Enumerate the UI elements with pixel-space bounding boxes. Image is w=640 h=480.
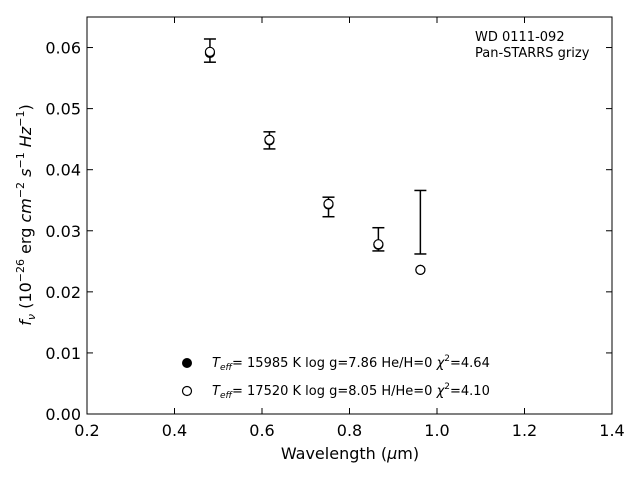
- y-tick-label-4: 0.04: [45, 161, 81, 180]
- data-point-series-2-1: [264, 134, 275, 145]
- y-tick-label-1: 0.01: [45, 344, 81, 363]
- x-tick-label-5: 1.2: [512, 421, 537, 440]
- plot-frame: [86, 16, 613, 415]
- y-axis-label: fν (10−26 erg cm−2 s−1 Hz−1): [14, 104, 38, 325]
- data-point-series-2-0: [204, 46, 216, 57]
- y-tick-label-3: 0.03: [45, 222, 81, 241]
- legend-marker-open: [181, 385, 193, 397]
- data-point-series-2-4: [415, 264, 426, 275]
- data-point-series-2-3: [373, 239, 384, 250]
- legend: Teff= 15985 K log g=7.86 He/H=0 χ2=4.64 …: [181, 354, 490, 401]
- data-point-series-2-2: [323, 198, 334, 209]
- y-tick-label-2: 0.02: [45, 283, 81, 302]
- x-tick-label-2: 0.6: [249, 421, 274, 440]
- y-tick-label-0: 0.00: [45, 405, 81, 424]
- x-axis-label: Wavelength (μm): [281, 444, 419, 463]
- annotation-survey: Pan-STARRS grizy: [475, 46, 590, 61]
- annotation-star-name: WD 0111-092: [475, 30, 565, 45]
- x-tick-label-0: 0.2: [74, 421, 99, 440]
- y-tick-label-5: 0.05: [45, 100, 81, 119]
- y-tick-label-6: 0.06: [45, 39, 81, 58]
- x-tick-label-3: 0.8: [337, 421, 362, 440]
- chart-marks: [203, 38, 427, 275]
- x-tick-label-4: 1.0: [424, 421, 449, 440]
- legend-marker-filled: [182, 358, 192, 368]
- legend-entry-2: Teff= 17520 K log g=8.05 H/He=0 χ2=4.10: [212, 382, 490, 401]
- x-tick-label-6: 1.4: [599, 421, 624, 440]
- x-tick-label-1: 0.4: [162, 421, 187, 440]
- legend-entry-1: Teff= 15985 K log g=7.86 He/H=0 χ2=4.64: [212, 354, 490, 373]
- axis-ticks: 0.2 0.4 0.6 0.8 1.0 1.2 1.4 0.00 0.01 0.02 0.03 0.0…: [45, 17, 625, 440]
